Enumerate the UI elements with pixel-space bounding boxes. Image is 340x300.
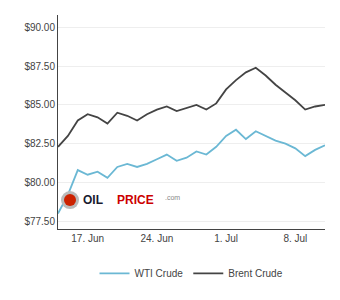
svg-text:.com: .com xyxy=(165,194,180,201)
svg-text:PRICE: PRICE xyxy=(117,193,154,207)
svg-text:8. Jul: 8. Jul xyxy=(283,233,307,244)
svg-text:17. Jun: 17. Jun xyxy=(71,233,104,244)
svg-text:$90.00: $90.00 xyxy=(24,22,55,33)
svg-text:OIL: OIL xyxy=(83,193,103,207)
svg-text:$87.50: $87.50 xyxy=(24,61,55,72)
svg-text:WTI Crude: WTI Crude xyxy=(135,268,184,279)
svg-text:24. Jun: 24. Jun xyxy=(140,233,173,244)
svg-text:$82.50: $82.50 xyxy=(24,138,55,149)
svg-text:$80.00: $80.00 xyxy=(24,177,55,188)
svg-text:Brent Crude: Brent Crude xyxy=(228,268,282,279)
svg-text:1. Jul: 1. Jul xyxy=(214,233,238,244)
svg-text:$77.50: $77.50 xyxy=(24,216,55,227)
svg-text:$85.00: $85.00 xyxy=(24,99,55,110)
